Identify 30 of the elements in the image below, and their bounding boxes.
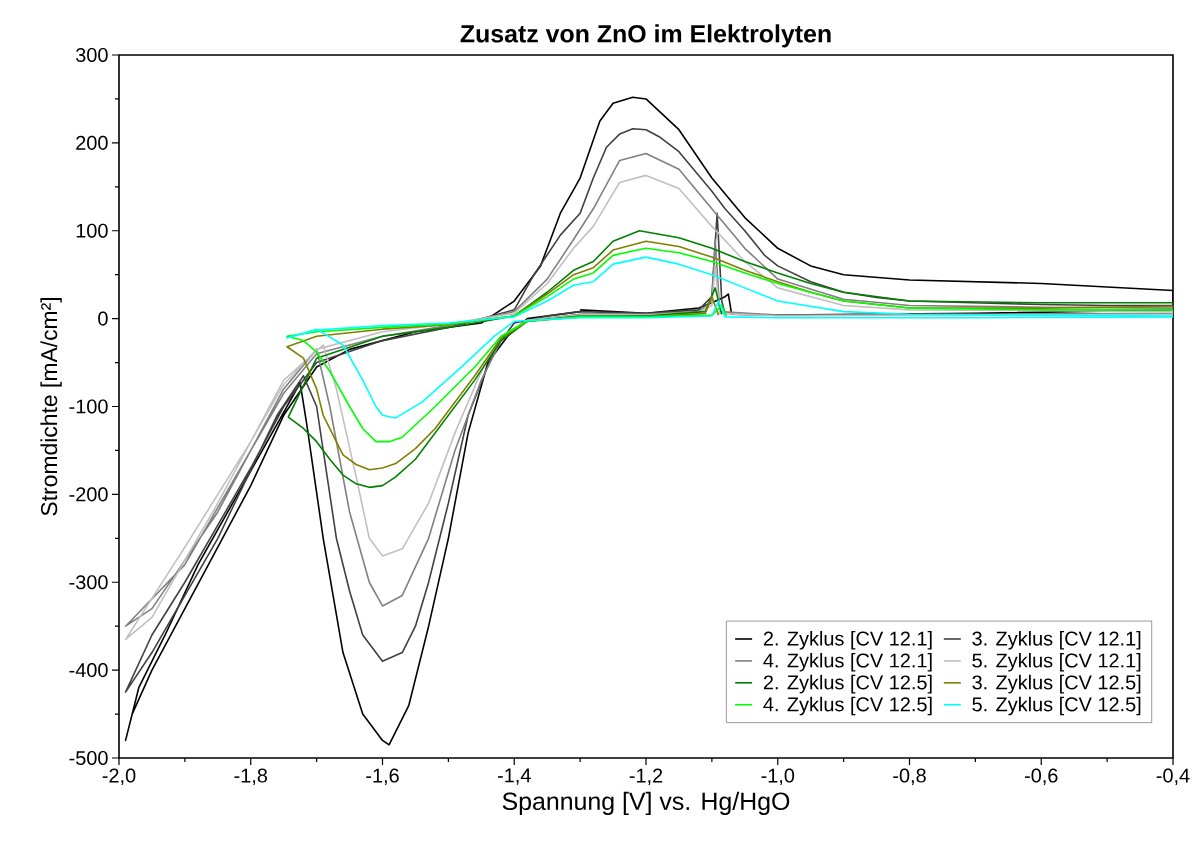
legend-label: 3. Zyklus [CV 12.1]: [972, 631, 1141, 650]
y-tick-label: 100: [76, 223, 108, 238]
line-series: [286, 247, 1173, 443]
x-tick-label: -2,0: [102, 768, 136, 785]
legend-label: 4. Zyklus [CV 12.1]: [763, 652, 932, 672]
y-tick-label: 0: [98, 311, 108, 326]
y-tick-label: -100: [69, 399, 108, 414]
legend-label: 5. Zyklus [CV 12.1]: [972, 652, 1141, 672]
legend-label: 4. Zyklus [CV 12.5]: [763, 696, 932, 716]
x-tick-label: -0,4: [1156, 768, 1190, 785]
y-tick-label: 300: [76, 47, 108, 63]
x-axis-title: Spannung [V] vs. Hg/HgO: [502, 791, 790, 816]
x-tick-label: -1,8: [234, 768, 268, 785]
x-tick-label: -1,0: [761, 768, 795, 785]
x-tick-label: -0,6: [1024, 768, 1058, 785]
y-axis-title: Stromdichte [mA/cm²]: [40, 298, 62, 516]
x-tick-label: -1,2: [629, 768, 663, 785]
y-tick-label: -500: [69, 750, 108, 766]
chart-title: Zusatz von ZnO im Elektrolyten: [460, 24, 831, 48]
y-tick-label: -400: [69, 663, 108, 678]
legend-label: 2. Zyklus [CV 12.1]: [763, 631, 932, 650]
y-tick-label: 200: [76, 135, 108, 150]
x-tick-label: -0,8: [893, 768, 926, 785]
y-tick-label: -300: [69, 575, 108, 590]
x-tick-label: -1,6: [366, 768, 399, 785]
legend-label: 3. Zyklus [CV 12.5]: [972, 674, 1141, 694]
legend-label: 5. Zyklus [CV 12.5]: [972, 696, 1141, 716]
legend-label: 2. Zyklus [CV 12.5]: [763, 674, 932, 694]
y-tick-label: -200: [69, 487, 108, 502]
x-tick-label: -1,4: [497, 768, 531, 785]
